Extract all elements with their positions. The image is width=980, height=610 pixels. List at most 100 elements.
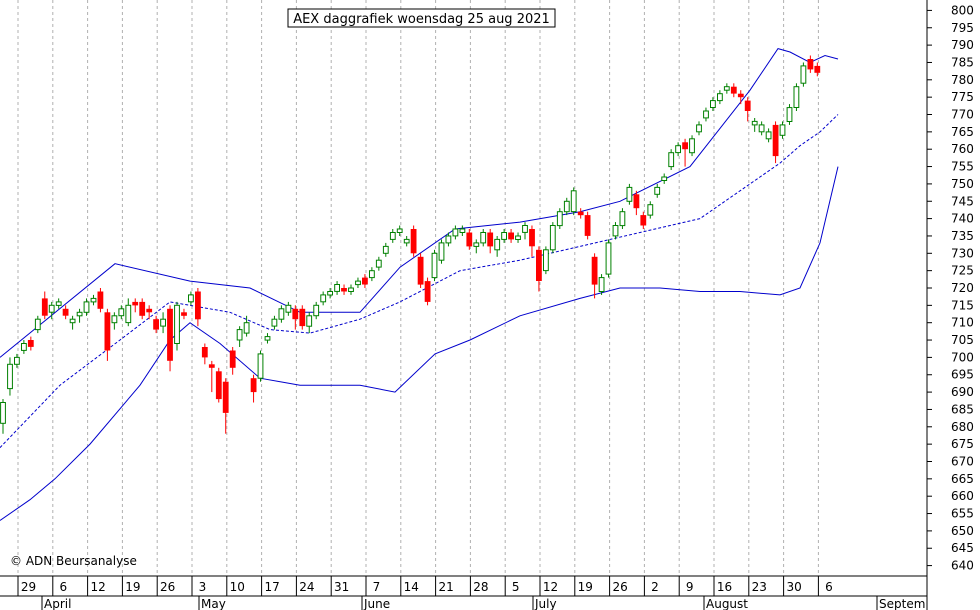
candle-up <box>14 353 20 368</box>
candle-up <box>598 274 605 295</box>
candle-down <box>487 229 494 254</box>
candle-down <box>208 360 215 393</box>
candle-body <box>689 138 695 154</box>
candle-up <box>76 308 83 323</box>
candle-body <box>257 353 264 379</box>
candle-body <box>389 232 396 240</box>
candle-body <box>139 301 146 316</box>
candle-body <box>90 297 97 303</box>
y-tick-label: 720 <box>951 281 974 295</box>
candle-body <box>299 308 306 327</box>
bollinger-upper-band <box>0 48 839 358</box>
y-tick-label: 800 <box>951 3 974 17</box>
candle-down <box>27 336 34 351</box>
y-tick-label: 735 <box>951 229 974 243</box>
candle-body <box>34 318 41 331</box>
candle-up <box>34 315 41 334</box>
y-tick-label: 725 <box>951 264 974 278</box>
candle-body <box>369 270 375 279</box>
candle-up <box>243 315 250 337</box>
candle-down <box>146 305 153 320</box>
x-tick-label: 12 <box>543 580 558 594</box>
y-tick-label: 655 <box>951 507 974 521</box>
candle-body <box>431 252 438 279</box>
candle-up <box>160 312 166 334</box>
candle-body <box>14 356 20 365</box>
candle-body <box>83 301 90 313</box>
candle-down <box>682 138 688 167</box>
candle-body <box>341 288 347 292</box>
candle-body <box>0 402 6 424</box>
candle-body <box>174 304 180 344</box>
candle-down <box>139 298 146 320</box>
candle-up <box>689 135 695 157</box>
candle-body <box>737 93 744 98</box>
candle-up <box>765 128 772 143</box>
candle-up <box>494 236 501 257</box>
x-tick-label: 16 <box>717 580 732 594</box>
candle-body <box>807 59 814 70</box>
candle-body <box>640 215 647 226</box>
candle-body <box>591 256 598 285</box>
candle-up <box>264 333 271 344</box>
y-tick-label: 745 <box>951 194 974 208</box>
candle-body <box>97 291 104 309</box>
candle-body <box>710 100 716 108</box>
y-tick-label: 765 <box>951 125 974 139</box>
y-tick-label: 660 <box>951 489 974 503</box>
y-tick-label: 710 <box>951 316 974 330</box>
candle-body <box>278 308 285 320</box>
candle-body <box>549 225 556 251</box>
candle-up <box>556 208 563 229</box>
y-tick-label: 685 <box>951 402 974 416</box>
candle-up <box>285 301 292 316</box>
candle-body <box>515 235 521 240</box>
copyright-label: © ADN Beursanalyse <box>10 554 137 568</box>
x-tick-label: 10 <box>230 580 245 594</box>
candle-up <box>800 62 807 87</box>
candle-down <box>640 211 647 229</box>
candle-up <box>306 312 313 334</box>
candle-body <box>396 228 403 233</box>
candle-up <box>563 197 570 216</box>
candle-up <box>403 236 410 247</box>
candle-up <box>369 267 375 282</box>
candle-body <box>188 294 194 303</box>
candle-body <box>104 312 111 351</box>
candle-up <box>327 288 334 299</box>
candle-down <box>167 305 173 372</box>
candle-body <box>201 347 208 358</box>
candle-up <box>675 142 682 157</box>
candle-down <box>215 367 222 403</box>
candle-body <box>264 336 271 341</box>
candle-body <box>494 238 501 251</box>
candle-body <box>355 280 361 286</box>
candle-down <box>577 208 584 219</box>
candle-body <box>619 211 626 227</box>
candle-up <box>723 83 730 94</box>
y-tick-label: 650 <box>951 524 974 538</box>
candle-body <box>626 186 633 202</box>
candle-up <box>111 312 118 330</box>
candle-body <box>529 229 535 247</box>
candle-body <box>348 287 354 292</box>
y-tick-label: 750 <box>951 177 974 191</box>
candle-body <box>765 131 772 140</box>
bollinger-lower-band <box>0 166 839 521</box>
x-tick-label: 19 <box>578 580 593 594</box>
candle-down <box>341 284 347 295</box>
candle-down <box>104 308 111 361</box>
y-tick-label: 755 <box>951 160 974 174</box>
candle-up <box>717 90 723 105</box>
candle-up <box>271 315 278 330</box>
y-tick-label: 670 <box>951 454 974 468</box>
candle-up <box>334 281 341 295</box>
candle-body <box>403 238 410 244</box>
candle-body <box>786 107 793 122</box>
y-tick-label: 790 <box>951 38 974 52</box>
candle-up <box>570 187 577 216</box>
x-tick-label: 12 <box>90 580 105 594</box>
candle-body <box>654 186 661 195</box>
candle-up <box>382 242 389 257</box>
